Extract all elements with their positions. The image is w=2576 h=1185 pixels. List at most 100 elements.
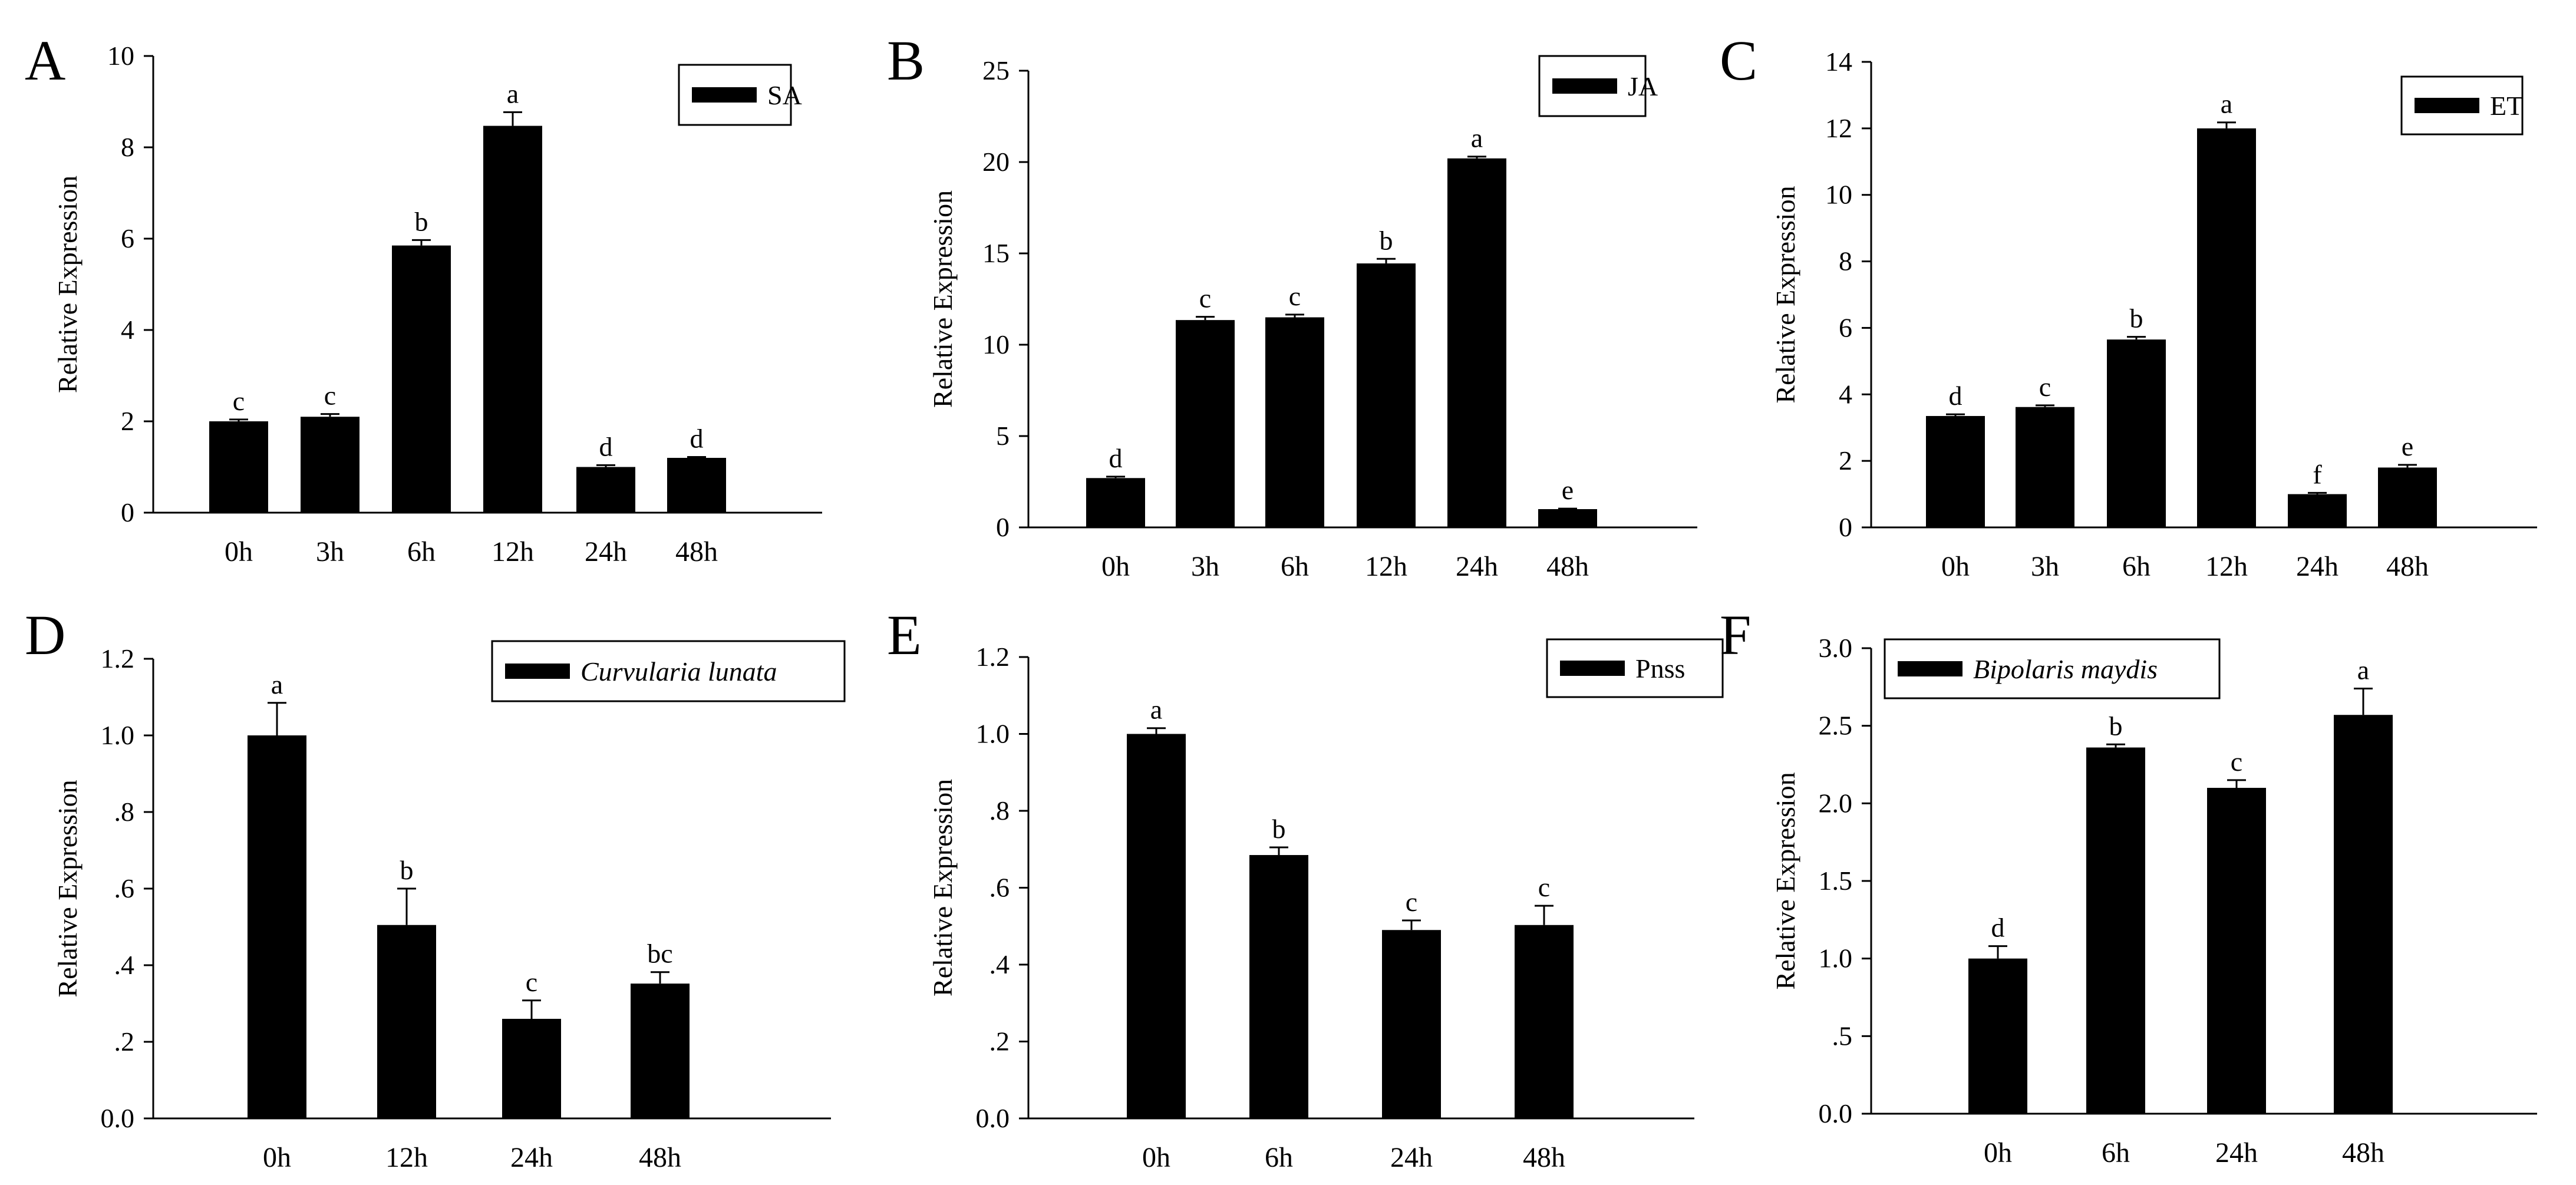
significance-letter: f bbox=[2313, 459, 2322, 489]
y-tick-label: .4 bbox=[114, 950, 135, 980]
legend: ET bbox=[2400, 75, 2524, 136]
significance-letter: d bbox=[1949, 381, 1962, 411]
x-tick-label: 24h bbox=[1390, 1142, 1433, 1173]
significance-letter: a bbox=[2221, 89, 2232, 119]
bar bbox=[2334, 715, 2393, 1114]
significance-letter: a bbox=[2357, 655, 2369, 685]
significance-letter: b bbox=[2109, 711, 2123, 741]
y-tick-label: 0.0 bbox=[101, 1103, 135, 1133]
y-tick-label: .2 bbox=[114, 1026, 135, 1057]
y-tick-label: .2 bbox=[989, 1026, 1010, 1057]
panel-d: D 0.0 .2 .4 .6 .8 1.0 1.2 Relative Expression a 0h… bbox=[25, 603, 846, 1173]
significance-letter: bc bbox=[647, 939, 672, 969]
panel-letter: F bbox=[1720, 603, 1751, 666]
bar bbox=[483, 126, 542, 513]
significance-letter: c bbox=[324, 381, 336, 411]
significance-letter: c bbox=[526, 967, 537, 997]
panel-a: A 0 2 4 6 8 10 Relative Expression c 0h c 3h b 6h a 12h… bbox=[25, 29, 822, 567]
panel-letter: A bbox=[25, 29, 65, 92]
bar bbox=[502, 1019, 561, 1118]
y-tick-label: 0 bbox=[1839, 512, 1852, 542]
bar bbox=[1265, 317, 1324, 527]
significance-letter: c bbox=[2039, 372, 2051, 402]
x-tick-label: 0h bbox=[1941, 551, 1970, 582]
y-tick-label: 0.0 bbox=[976, 1103, 1010, 1133]
x-tick-label: 24h bbox=[585, 536, 627, 567]
x-tick-label: 6h bbox=[1265, 1142, 1293, 1173]
y-tick-label: 2 bbox=[1839, 445, 1852, 476]
y-axis-title: Relative Expression bbox=[1770, 772, 1800, 989]
x-tick-label: 12h bbox=[385, 1142, 428, 1173]
y-tick-label: 2 bbox=[121, 406, 134, 436]
y-tick-label: 6 bbox=[121, 223, 134, 253]
y-axis-title: Relative Expression bbox=[52, 176, 83, 393]
bar bbox=[667, 458, 726, 513]
legend-label: Bipolaris maydis bbox=[1973, 654, 2158, 684]
y-tick-label: 2.5 bbox=[1819, 711, 1853, 741]
x-tick-label: 0h bbox=[225, 536, 253, 567]
y-tick-label: 2.0 bbox=[1819, 788, 1853, 818]
panel-letter: D bbox=[25, 603, 65, 666]
bar bbox=[1515, 925, 1574, 1118]
y-tick-label: 14 bbox=[1825, 47, 1852, 77]
legend: Bipolaris maydis bbox=[1884, 638, 2221, 699]
y-tick-label: 25 bbox=[982, 55, 1010, 85]
y-tick-label: 10 bbox=[1825, 180, 1852, 210]
legend-label: SA bbox=[767, 80, 802, 110]
legend-swatch bbox=[692, 87, 757, 103]
panel-c: C 0 2 4 6 8 10 12 14 Relative Expression d 0h c 3h b 6h… bbox=[1720, 29, 2537, 582]
y-axis-title: Relative Expression bbox=[928, 190, 958, 408]
x-tick-label: 48h bbox=[639, 1142, 681, 1173]
significance-letter: c bbox=[1538, 872, 1550, 902]
legend-label: Pnss bbox=[1635, 653, 1685, 684]
y-tick-label: 1.2 bbox=[976, 642, 1010, 672]
significance-letter: c bbox=[2231, 747, 2242, 777]
bar bbox=[377, 925, 436, 1118]
y-tick-label: .6 bbox=[114, 873, 135, 903]
y-tick-label: 1.0 bbox=[976, 719, 1010, 749]
y-tick-label: 1.5 bbox=[1819, 866, 1853, 896]
x-tick-label: 48h bbox=[1546, 551, 1589, 582]
bar bbox=[301, 417, 359, 513]
x-tick-label: 0h bbox=[1142, 1142, 1170, 1173]
y-tick-label: 8 bbox=[1839, 246, 1852, 276]
legend: Curvularia lunata bbox=[491, 640, 846, 702]
significance-letter: c bbox=[233, 386, 245, 416]
bar bbox=[1968, 958, 2027, 1114]
x-tick-label: 0h bbox=[1984, 1137, 2012, 1169]
y-tick-label: 4 bbox=[1839, 379, 1852, 409]
bar bbox=[392, 245, 451, 513]
panel-letter: E bbox=[887, 603, 922, 666]
x-tick-label: 48h bbox=[2386, 551, 2429, 582]
significance-letter: b bbox=[400, 855, 414, 885]
x-tick-label: 12h bbox=[2205, 551, 2248, 582]
x-tick-label: 48h bbox=[675, 536, 718, 567]
x-tick-label: 12h bbox=[492, 536, 534, 567]
y-tick-label: .8 bbox=[989, 795, 1010, 826]
bar bbox=[1926, 415, 1985, 527]
x-tick-label: 0h bbox=[263, 1142, 291, 1173]
bar bbox=[1447, 158, 1506, 527]
legend: JA bbox=[1538, 55, 1658, 117]
y-tick-label: 10 bbox=[107, 41, 134, 71]
significance-letter: a bbox=[1471, 123, 1483, 153]
x-tick-label: 12h bbox=[1365, 551, 1407, 582]
bar bbox=[1086, 478, 1145, 527]
bar bbox=[1176, 320, 1235, 527]
legend-swatch bbox=[1552, 78, 1617, 94]
y-tick-label: 20 bbox=[982, 147, 1010, 177]
x-tick-label: 3h bbox=[1191, 551, 1219, 582]
significance-letter: e bbox=[1562, 475, 1574, 505]
x-tick-label: 24h bbox=[2296, 551, 2338, 582]
x-tick-label: 24h bbox=[1456, 551, 1498, 582]
y-tick-label: .8 bbox=[114, 797, 135, 827]
y-tick-label: 8 bbox=[121, 132, 134, 162]
bar bbox=[2086, 747, 2145, 1114]
bar bbox=[2207, 788, 2266, 1114]
panel-e: E 0.0 .2 .4 .6 .8 1.0 1.2 Relative Expression a 0h… bbox=[887, 603, 1724, 1173]
bar bbox=[2378, 467, 2437, 527]
significance-letter: b bbox=[2130, 303, 2143, 334]
y-tick-label: .6 bbox=[989, 873, 1010, 903]
significance-letter: c bbox=[1289, 281, 1301, 311]
